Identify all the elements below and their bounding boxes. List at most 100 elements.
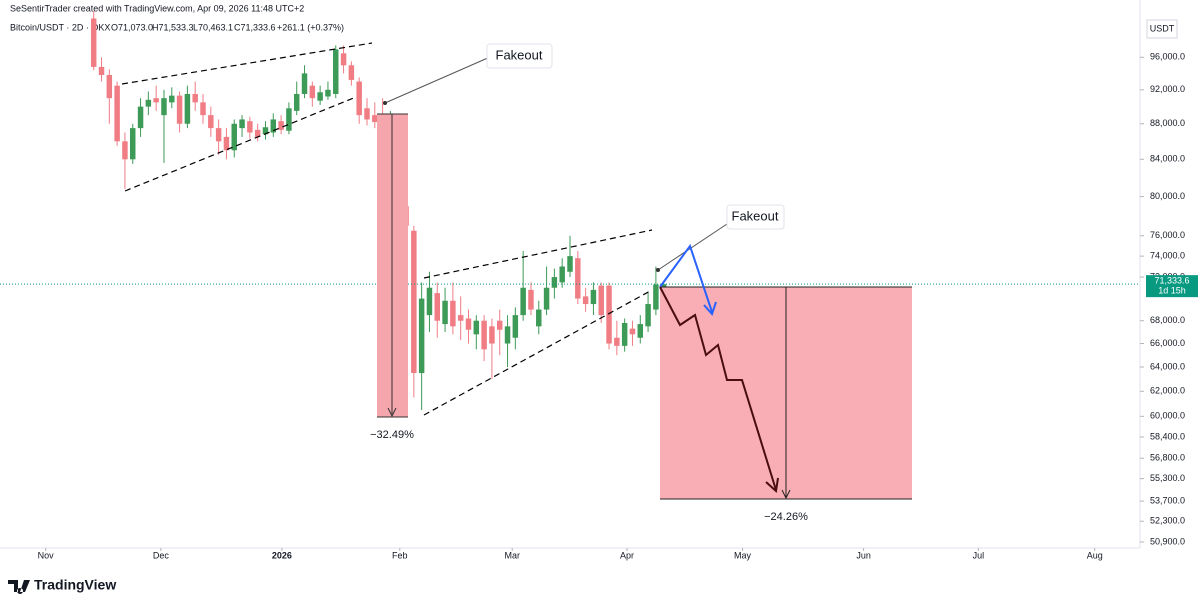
x-tick-label: May — [734, 550, 752, 560]
arrow-head — [387, 407, 397, 418]
label-box — [486, 43, 553, 69]
candle-body — [481, 320, 487, 350]
y-tick-label: 84,000.0 — [1150, 154, 1185, 164]
candle-body — [254, 129, 261, 137]
y-tick-label: 50,900.0 — [1150, 536, 1185, 546]
y-tick-label: 56,800.0 — [1150, 453, 1185, 463]
projection-path — [659, 286, 777, 491]
candle-body — [293, 93, 300, 111]
drawings: Fakeout Fakeout −32.49% −24.26% — [121, 42, 912, 523]
candle-body — [340, 53, 347, 66]
arrow-head — [703, 301, 717, 316]
ohlc-open: O71,073.0 — [111, 22, 153, 32]
y-tick-label: 76,000.0 — [1150, 230, 1185, 240]
x-tick-label: Aug — [1087, 550, 1103, 560]
fakeout-path — [659, 243, 713, 313]
callout-dot — [383, 101, 387, 105]
candle-body — [364, 108, 370, 120]
candle-body — [543, 287, 550, 310]
candle-body — [356, 81, 362, 116]
candle-body — [496, 320, 503, 330]
wedge-line — [121, 42, 373, 85]
callout-line — [657, 221, 731, 271]
candle-body — [660, 284, 667, 287]
candle-body — [442, 300, 448, 325]
symbol: Bitcoin/USDT · 2D · OKX — [10, 22, 110, 32]
label-box — [726, 204, 785, 230]
candle-body — [575, 258, 581, 299]
fakeout-label: Fakeout — [732, 208, 779, 223]
candle-body — [200, 102, 206, 116]
candle-body — [528, 289, 534, 310]
candle-body — [606, 285, 612, 344]
candle-body — [145, 99, 152, 107]
y-tick-label: 55,300.0 — [1150, 473, 1185, 483]
candle-body — [208, 115, 214, 129]
candle-body — [153, 98, 159, 103]
candle-body — [504, 326, 511, 344]
ohlc-low: L70,463.1 — [193, 22, 233, 32]
candle-body — [98, 66, 105, 76]
candle-body — [598, 285, 604, 316]
candle-body — [278, 121, 284, 130]
y-tick-label: 60,000.0 — [1150, 411, 1185, 421]
currency-box — [1146, 19, 1178, 39]
candle-body — [465, 318, 472, 330]
last-price-label: 71,333.6 — [1154, 276, 1189, 286]
candle-body — [325, 89, 331, 97]
candle-body — [114, 85, 120, 142]
candle-body — [372, 115, 378, 123]
candle-body — [348, 65, 355, 80]
arrow-head — [765, 477, 779, 493]
x-tick-label: Feb — [392, 550, 408, 560]
x-tick-label: Apr — [620, 550, 634, 560]
candle-body — [161, 98, 167, 116]
candle-body — [590, 289, 597, 305]
candle-body — [262, 127, 269, 135]
candle-body — [184, 93, 191, 124]
candle-body — [90, 18, 97, 67]
y-tick-label: 68,000.0 — [1150, 315, 1185, 325]
drop-label: −32.49% — [370, 429, 414, 441]
candle-body — [122, 141, 128, 160]
candle-body — [434, 293, 440, 321]
candle-body — [551, 277, 558, 288]
candle-body — [270, 119, 277, 133]
arrow-head — [781, 489, 791, 500]
candle-body — [309, 85, 316, 99]
candle-body — [637, 324, 644, 338]
y-tick-label: 64,000.0 — [1150, 361, 1185, 371]
ohlc-close: C71,333.6 — [234, 22, 276, 32]
candle-body — [169, 95, 175, 103]
x-tick-label: Dec — [153, 550, 170, 560]
candle-body — [559, 266, 565, 283]
x-tick-label: 2026 — [272, 550, 292, 560]
candle-body — [512, 315, 519, 338]
wedge-line — [423, 229, 653, 279]
countdown: 1d 15h — [1158, 286, 1186, 296]
legend: Bitcoin/USDT · 2D · OKX O71,073.0 H71,53… — [10, 22, 344, 32]
candle-body — [567, 256, 573, 272]
callout-line — [384, 56, 491, 104]
y-tick-label: 88,000.0 — [1150, 118, 1185, 128]
wedge-line — [124, 96, 357, 192]
candle-body — [418, 298, 425, 374]
author: SeSentirTrader created with TradingView.… — [10, 3, 304, 13]
y-tick-label: 92,000.0 — [1150, 84, 1185, 94]
candle-body — [621, 322, 628, 346]
y-tick-label: 66,000.0 — [1150, 338, 1185, 348]
y-tick-label: 53,700.0 — [1150, 495, 1185, 505]
x-tick-label: Jul — [973, 550, 985, 560]
ohlc-change: +261.1 (+0.37%) — [277, 22, 344, 32]
y-tick-label: 96,000.0 — [1150, 52, 1185, 62]
candle-body — [215, 128, 222, 142]
candle-body — [286, 108, 292, 131]
candle-body — [614, 337, 620, 346]
x-tick-label: Jun — [856, 550, 871, 560]
last-price-box — [1146, 275, 1198, 298]
drop-label: −24.26% — [764, 511, 808, 523]
candle-body — [489, 326, 495, 344]
callout-dot — [656, 268, 660, 272]
